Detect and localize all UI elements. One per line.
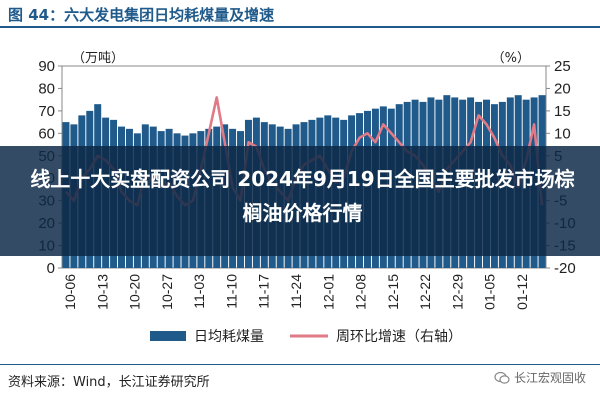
x-tick-label: 12-15: [385, 274, 401, 310]
left-tick-label: 0: [47, 260, 55, 277]
right-tick-label: 10: [554, 125, 571, 142]
headline-text: 线上十大实盘配资公司 2024年9月19日全国主要批发市场棕榈油价格行情: [30, 167, 575, 225]
x-tick-label: 10-20: [127, 274, 143, 310]
brand-mark: 长江宏观固收: [494, 369, 586, 386]
source-note: 资料来源：Wind，长江证券研究所: [8, 375, 210, 390]
x-tick-label: 11-10: [223, 274, 239, 309]
left-tick-label: 80: [38, 80, 55, 97]
legend-swatch-bar: [150, 331, 186, 341]
x-tick-label: 10-06: [62, 274, 78, 310]
x-tick-label: 12-22: [417, 274, 433, 310]
x-tick-label: 12-08: [353, 274, 369, 310]
left-tick-label: 60: [38, 125, 55, 142]
x-tick-label: 12-29: [449, 274, 465, 310]
right-tick-label: 20: [554, 80, 571, 97]
wechat-icon: [494, 371, 510, 384]
x-tick-label: 12-01: [320, 274, 336, 310]
left-axis-unit: （万吨）: [72, 51, 124, 66]
legend-label-bar: 日均耗煤量: [194, 329, 264, 345]
x-tick-label: 11-17: [256, 274, 272, 309]
right-axis-unit: （%）: [492, 51, 530, 66]
figure-title: 图 44：六大发电集团日均耗煤量及增速: [8, 6, 275, 24]
x-tick-label: 10-13: [94, 274, 110, 310]
x-tick-label: 10-27: [159, 274, 175, 310]
figure-header: 图 44：六大发电集团日均耗煤量及增速: [0, 0, 600, 28]
x-tick-label: 01-12: [514, 274, 530, 310]
left-tick-label: 70: [38, 103, 55, 120]
x-tick-label: 11-03: [191, 274, 207, 309]
right-tick-label: 15: [554, 103, 571, 120]
footer-divider: [0, 364, 600, 365]
legend-label-line: 周环比增速（右轴）: [336, 329, 462, 345]
x-tick-label: 01-05: [482, 274, 498, 310]
x-tick-label: 11-24: [288, 274, 304, 309]
headline-overlay: 线上十大实盘配资公司 2024年9月19日全国主要批发市场棕榈油价格行情: [0, 146, 600, 256]
brand-name: 长江宏观固收: [513, 371, 586, 385]
right-tick-label: 25: [554, 58, 571, 75]
left-tick-label: 90: [38, 58, 55, 75]
right-tick-label: -20: [554, 260, 576, 277]
